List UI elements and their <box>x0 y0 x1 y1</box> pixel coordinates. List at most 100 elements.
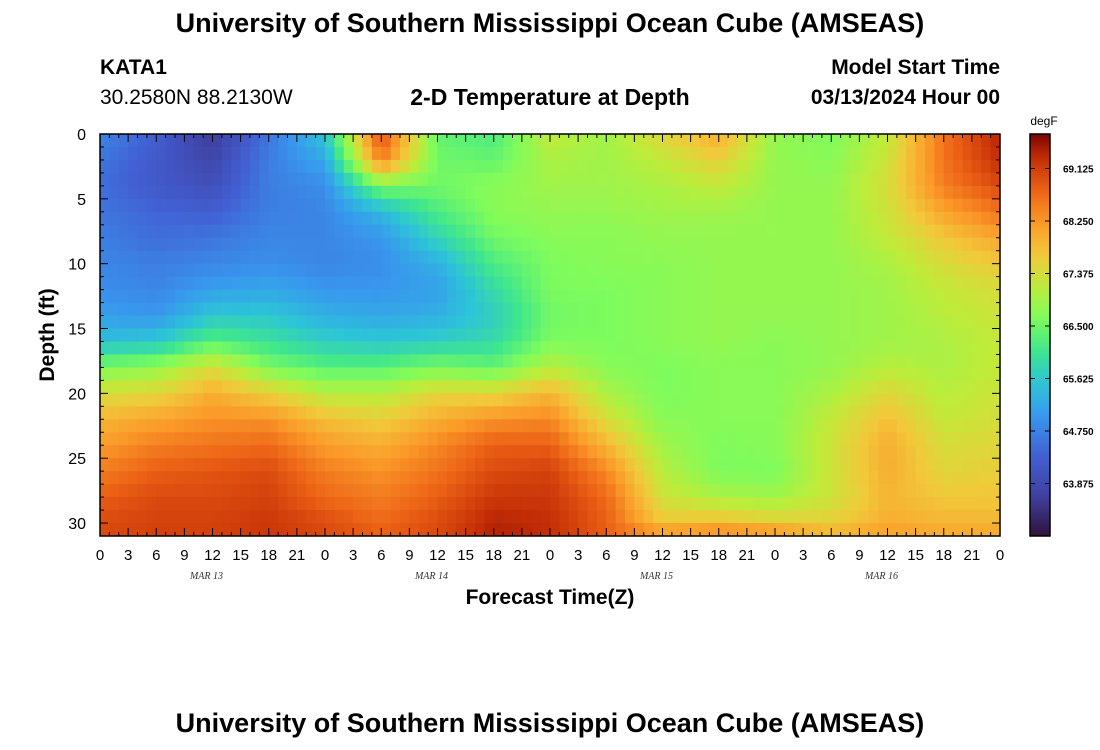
heatmap-cell <box>268 406 279 420</box>
heatmap-cells <box>100 134 1000 536</box>
heatmap-cell <box>775 432 785 446</box>
heatmap-cell <box>128 341 139 356</box>
heatmap-cell <box>296 406 307 420</box>
heatmap-cell <box>343 471 354 485</box>
heatmap-cell <box>184 146 195 161</box>
heatmap-cell <box>400 471 410 485</box>
heatmap-cell <box>203 276 214 291</box>
heatmap-cell <box>484 406 495 420</box>
heatmap-cell <box>137 302 148 317</box>
heatmap-cell <box>456 198 467 213</box>
heatmap-cell <box>109 406 120 420</box>
colorbar-tick-label: 67.375 <box>1063 270 1094 281</box>
heatmap-cell <box>962 354 973 369</box>
heatmap-cell <box>925 185 935 200</box>
heatmap-cell <box>268 224 279 239</box>
heatmap-cell <box>887 497 898 511</box>
heatmap-cell <box>268 289 279 304</box>
heatmap-cell <box>671 458 682 472</box>
heatmap-cell <box>212 471 223 485</box>
heatmap-cell <box>943 497 954 511</box>
heatmap-cell <box>456 523 467 536</box>
heatmap-cell <box>109 393 120 407</box>
heatmap-cell <box>990 237 1000 252</box>
heatmap-cell <box>971 432 982 446</box>
heatmap-cell <box>700 406 710 420</box>
heatmap-cell <box>596 172 607 187</box>
heatmap-cell <box>821 276 832 291</box>
heatmap-cell <box>700 484 710 498</box>
heatmap-cell <box>737 380 748 394</box>
heatmap-cell <box>465 198 476 213</box>
heatmap-cell <box>503 523 514 536</box>
heatmap-cell <box>193 185 204 200</box>
heatmap-cell <box>231 484 242 498</box>
heatmap-cell <box>971 250 982 265</box>
heatmap-cell <box>221 146 232 161</box>
heatmap-cell <box>118 172 129 187</box>
heatmap-cell <box>118 393 129 407</box>
heatmap-cell <box>550 146 560 161</box>
heatmap-cell <box>896 328 907 343</box>
heatmap-cell <box>728 523 739 536</box>
heatmap-cell <box>878 458 889 472</box>
heatmap-cell <box>784 419 795 433</box>
heatmap-cell <box>634 341 645 356</box>
heatmap-cell <box>596 263 607 278</box>
heatmap-cell <box>334 146 345 161</box>
heatmap-cell <box>700 198 710 213</box>
heatmap-cell <box>634 159 645 174</box>
heatmap-cell <box>409 393 420 407</box>
heatmap-cell <box>784 211 795 226</box>
heatmap-cell <box>587 302 598 317</box>
heatmap-cell <box>971 497 982 511</box>
heatmap-cell <box>390 341 401 356</box>
heatmap-cell <box>962 380 973 394</box>
heatmap-cell <box>671 484 682 498</box>
heatmap-cell <box>803 432 814 446</box>
heatmap-cell <box>503 250 514 265</box>
heatmap-cell <box>203 172 214 187</box>
heatmap-cell <box>296 484 307 498</box>
heatmap-cell <box>728 445 739 459</box>
heatmap-cell <box>221 315 232 330</box>
heatmap-cell <box>268 185 279 200</box>
heatmap-cell <box>756 458 767 472</box>
heatmap-cell <box>990 380 1000 394</box>
heatmap-cell <box>981 380 992 394</box>
heatmap-cell <box>306 458 317 472</box>
heatmap-cell <box>840 159 851 174</box>
heatmap-cell <box>718 523 729 536</box>
heatmap-cell <box>353 354 364 369</box>
heatmap-cell <box>512 406 523 420</box>
heatmap-cell <box>718 276 729 291</box>
heatmap-cell <box>812 380 823 394</box>
heatmap-cell <box>868 484 879 498</box>
heatmap-cell <box>896 510 907 524</box>
heatmap-cell <box>606 302 617 317</box>
x-tick-label: 21 <box>964 547 981 564</box>
heatmap-cell <box>943 289 954 304</box>
heatmap-cell <box>840 510 851 524</box>
heatmap-cell <box>437 211 448 226</box>
heatmap-cell <box>728 380 739 394</box>
heatmap-cell <box>259 445 270 459</box>
heatmap-cell <box>953 406 964 420</box>
heatmap-cell <box>259 315 270 330</box>
heatmap-cell <box>868 172 879 187</box>
heatmap-cell <box>915 263 926 278</box>
heatmap-cell <box>287 445 298 459</box>
heatmap-cell <box>690 406 701 420</box>
heatmap-cell <box>606 419 617 433</box>
heatmap-cell <box>446 380 457 394</box>
heatmap-cell <box>212 302 223 317</box>
heatmap-cell <box>193 458 204 472</box>
heatmap-cell <box>615 159 626 174</box>
heatmap-cell <box>831 445 842 459</box>
heatmap-cell <box>278 211 289 226</box>
heatmap-cell <box>831 432 842 446</box>
heatmap-cell <box>728 172 739 187</box>
heatmap-cell <box>231 523 242 536</box>
colorbar-ticks: 69.12568.25067.37566.50065.62564.75063.8… <box>1030 165 1094 491</box>
heatmap-cell <box>700 354 710 369</box>
